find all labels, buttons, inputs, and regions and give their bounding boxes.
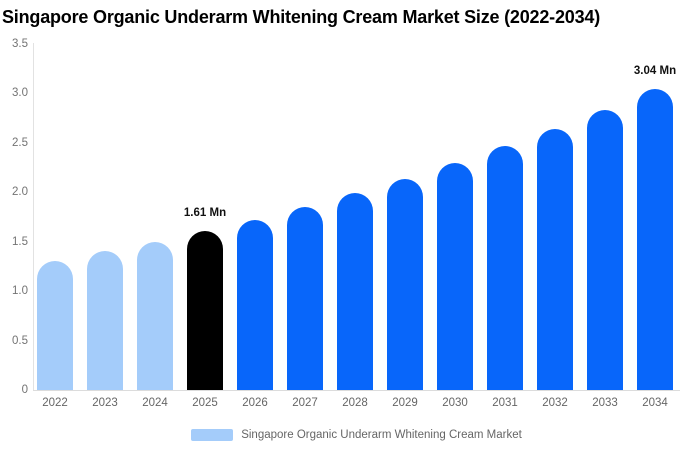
- y-tick-0: 0: [21, 384, 28, 396]
- bar-2032[interactable]: [537, 128, 573, 390]
- bar-2030[interactable]: [437, 163, 473, 390]
- data-label-2025: 1.61 Mn: [183, 206, 227, 219]
- bar-2029[interactable]: [387, 179, 423, 390]
- bar-2033[interactable]: [587, 109, 623, 390]
- bar-2023[interactable]: [87, 251, 123, 390]
- x-tick-2022: 2022: [42, 397, 68, 409]
- y-tick-3.5: 3.5: [12, 37, 28, 50]
- bar-2022[interactable]: [37, 261, 73, 390]
- y-tick-1.5: 1.5: [12, 235, 28, 248]
- y-tick-0.5: 0.5: [12, 334, 28, 347]
- x-tick-2031: 2031: [492, 397, 518, 409]
- bar-2026[interactable]: [237, 219, 273, 390]
- x-tick-2023: 2023: [92, 397, 118, 409]
- x-tick-2030: 2030: [442, 397, 468, 409]
- x-tick-2033: 2033: [592, 397, 618, 409]
- x-tick-2024: 2024: [142, 397, 168, 409]
- x-tick-2025: 2025: [192, 397, 218, 409]
- legend-label: Singapore Organic Underarm Whitening Cre…: [241, 429, 522, 441]
- legend-swatch: [191, 429, 234, 441]
- data-label-2034: 3.04 Mn: [633, 65, 677, 78]
- y-tick-2.0: 2.0: [12, 186, 28, 198]
- legend-item[interactable]: Singapore Organic Underarm Whitening Cre…: [33, 427, 680, 443]
- x-tick-2028: 2028: [342, 397, 368, 409]
- chart-title: Singapore Organic Underarm Whitening Cre…: [2, 7, 600, 27]
- x-axis-line: [33, 390, 680, 391]
- y-tick-1.0: 1.0: [12, 285, 28, 297]
- y-tick-2.5: 2.5: [12, 136, 28, 149]
- x-tick-2027: 2027: [292, 397, 318, 409]
- bar-2028[interactable]: [337, 192, 373, 390]
- bar-2025[interactable]: [187, 230, 223, 390]
- x-tick-2026: 2026: [242, 397, 268, 409]
- y-tick-3.0: 3.0: [12, 87, 28, 99]
- bar-2027[interactable]: [287, 206, 323, 390]
- bar-2024[interactable]: [137, 241, 173, 390]
- x-tick-2029: 2029: [392, 397, 418, 409]
- x-tick-2032: 2032: [542, 397, 568, 409]
- y-axis-line: [33, 43, 34, 390]
- bar-2031[interactable]: [487, 146, 523, 390]
- x-tick-2034: 2034: [642, 397, 668, 409]
- bar-2034[interactable]: [637, 89, 673, 390]
